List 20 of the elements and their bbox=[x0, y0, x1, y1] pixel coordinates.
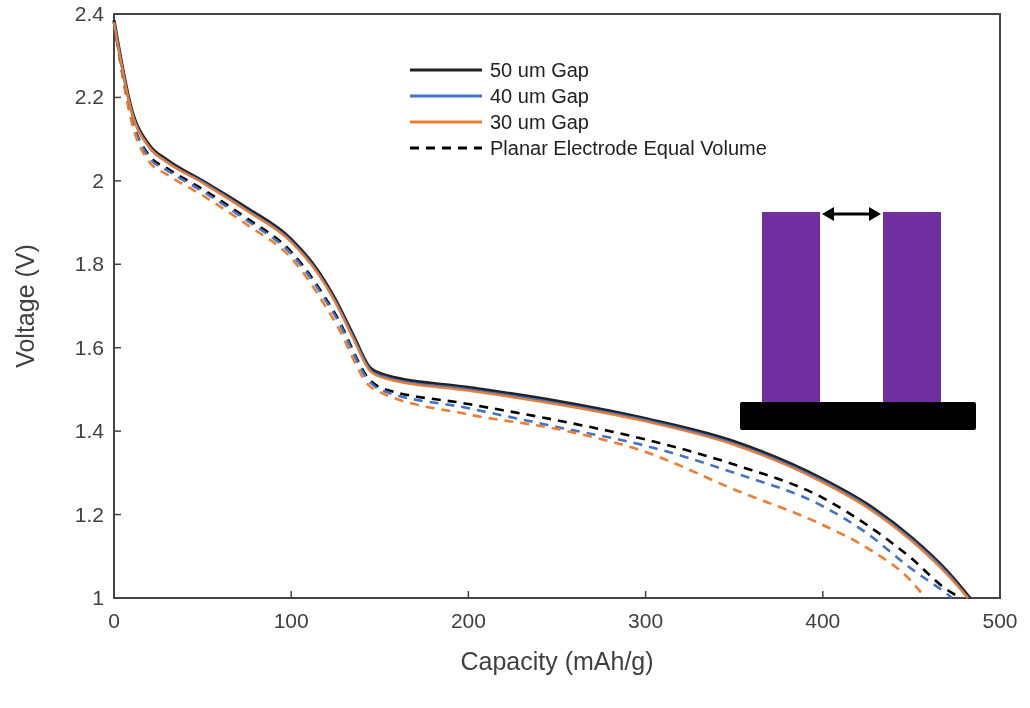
x-tick-label: 300 bbox=[628, 609, 664, 632]
y-tick-label: 2.4 bbox=[74, 2, 105, 25]
y-tick-label: 1.4 bbox=[74, 419, 105, 443]
x-tick-label: 500 bbox=[982, 609, 1018, 632]
y-tick-label: 1 bbox=[92, 586, 104, 609]
y-tick-label: 1.2 bbox=[74, 502, 104, 526]
x-axis-title: Capacity (mAh/g) bbox=[460, 647, 654, 675]
y-tick-label: 1.8 bbox=[74, 252, 104, 276]
x-tick-label: 100 bbox=[273, 609, 309, 632]
legend-label: 40 um Gap bbox=[490, 85, 589, 107]
y-tick-label: 1.6 bbox=[74, 335, 104, 359]
y-tick-label: 2.2 bbox=[74, 85, 104, 109]
y-axis-title: Voltage (V) bbox=[11, 244, 39, 368]
y-tick-label: 2 bbox=[92, 168, 104, 192]
legend-label: 30 um Gap bbox=[490, 111, 589, 133]
x-tick-label: 0 bbox=[108, 609, 120, 632]
legend-label: Planar Electrode Equal Volume bbox=[490, 137, 767, 159]
legend-label: 50 um Gap bbox=[490, 59, 589, 81]
x-tick-label: 200 bbox=[450, 609, 486, 632]
x-tick-label: 400 bbox=[805, 609, 841, 632]
